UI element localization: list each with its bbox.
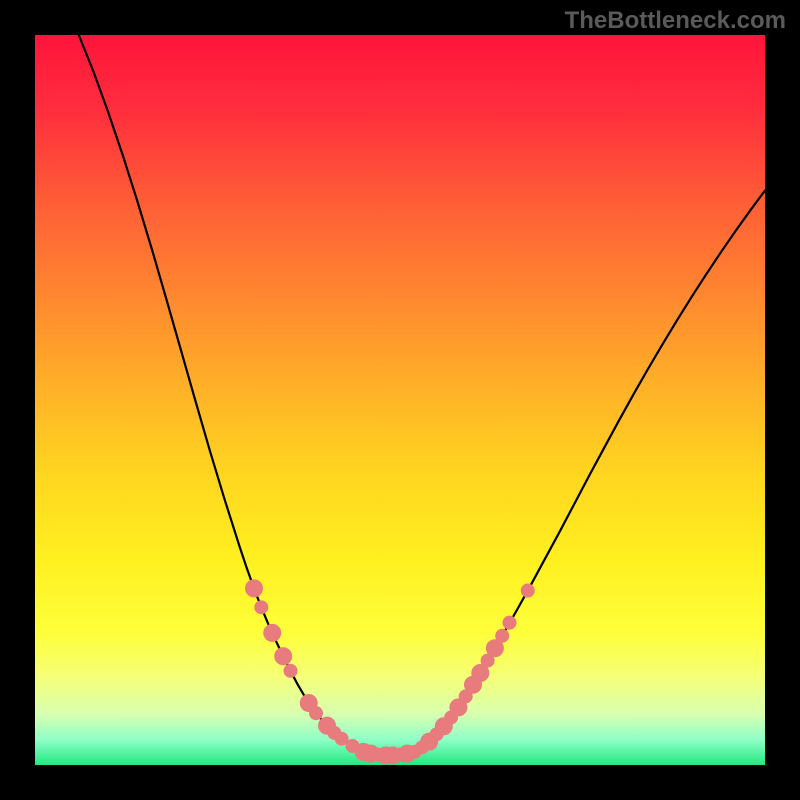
plot-area-gradient [35, 35, 765, 765]
data-marker [275, 648, 292, 665]
data-marker [521, 584, 534, 597]
data-marker [310, 707, 323, 720]
data-marker [284, 664, 297, 677]
data-marker [264, 624, 281, 641]
bottleneck-chart: TheBottleneck.com [0, 0, 800, 800]
data-marker [246, 580, 263, 597]
data-marker [496, 629, 509, 642]
attribution-label: TheBottleneck.com [565, 7, 786, 34]
data-marker [255, 601, 268, 614]
data-marker [503, 616, 516, 629]
chart-container: TheBottleneck.com [0, 0, 800, 800]
